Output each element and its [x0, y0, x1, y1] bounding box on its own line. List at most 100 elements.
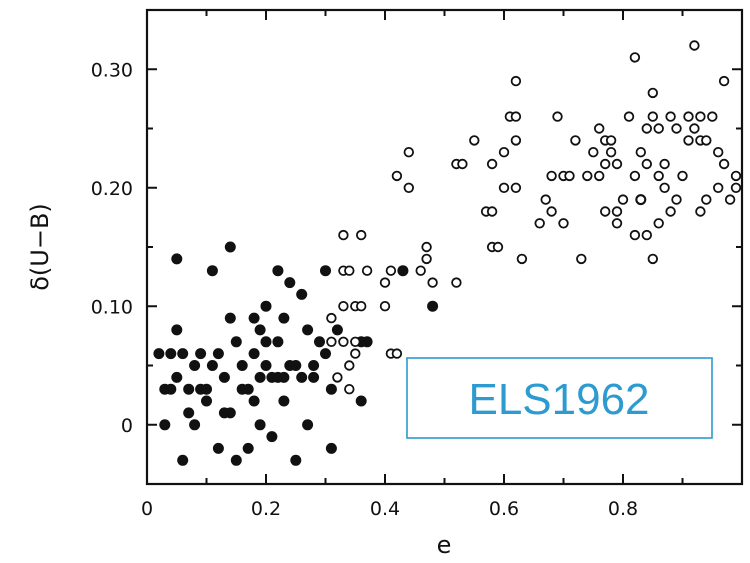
- filled-point: [254, 419, 266, 431]
- open-point: [600, 158, 611, 170]
- filled-point: [302, 324, 314, 336]
- open-point: [469, 135, 480, 146]
- filled-point: [171, 253, 183, 265]
- open-point: [665, 111, 676, 122]
- filled-point: [248, 312, 260, 324]
- open-point: [653, 123, 664, 134]
- axis-ticks: [146, 9, 743, 485]
- filled-point: [212, 348, 224, 360]
- open-point: [356, 301, 367, 312]
- open-point: [350, 348, 361, 359]
- open-point: [647, 111, 659, 122]
- filled-point: [236, 383, 248, 395]
- filled-point: [224, 241, 236, 253]
- filled-point: [218, 371, 230, 383]
- open-point: [611, 218, 623, 229]
- axis-tick-labels: 0 0.2 0.4 0.6 0.8 0 0.10 0.20 0.30: [91, 59, 638, 520]
- filled-point: [325, 383, 337, 395]
- open-point: [730, 182, 742, 194]
- open-point: [356, 229, 367, 241]
- y-tick-label: 0.30: [91, 59, 133, 81]
- filled-point: [195, 383, 207, 395]
- open-point: [564, 170, 575, 182]
- open-point: [558, 218, 569, 229]
- open-point: [385, 265, 397, 276]
- x-tick-label: 0.8: [608, 498, 638, 520]
- annotation-label: ELS1962: [468, 375, 649, 424]
- filled-point: [159, 419, 171, 431]
- open-point: [594, 123, 605, 134]
- filled-point: [201, 395, 212, 407]
- filled-point: [189, 360, 201, 371]
- filled-point: [284, 360, 296, 371]
- filled-point: [248, 395, 260, 407]
- open-point: [451, 277, 462, 288]
- open-point: [582, 170, 593, 182]
- open-point: [701, 194, 712, 205]
- open-point: [611, 158, 623, 170]
- filled-point: [397, 265, 409, 277]
- open-point: [338, 336, 349, 348]
- filled-point: [206, 265, 218, 277]
- open-point: [510, 75, 522, 87]
- open-point: [344, 384, 355, 395]
- open-point: [611, 206, 623, 217]
- open-point: [546, 206, 557, 217]
- open-point: [665, 206, 676, 217]
- filled-point: [218, 407, 230, 419]
- filled-point: [314, 336, 325, 348]
- y-tick-label: 0: [121, 415, 133, 437]
- open-point: [641, 123, 653, 134]
- filled-point: [177, 348, 189, 360]
- open-point: [421, 253, 432, 265]
- filled-point: [177, 454, 189, 466]
- open-point: [718, 75, 730, 87]
- open-point: [629, 229, 641, 241]
- open-point: [671, 194, 682, 205]
- open-point: [576, 253, 587, 265]
- filled-point: [272, 265, 284, 277]
- open-point: [605, 146, 617, 158]
- open-point: [629, 170, 641, 182]
- open-point: [498, 146, 510, 158]
- filled-point: [355, 395, 367, 407]
- open-point: [403, 146, 415, 158]
- filled-point: [260, 336, 272, 348]
- open-point: [647, 87, 659, 99]
- open-point: [534, 218, 545, 229]
- open-point: [677, 170, 688, 182]
- open-point: [707, 111, 718, 122]
- filled-point: [254, 324, 266, 336]
- open-point: [588, 146, 599, 158]
- filled-point: [308, 371, 320, 383]
- filled-point: [296, 371, 308, 383]
- x-tick-label: 0.2: [251, 498, 281, 520]
- open-point: [641, 158, 653, 170]
- filled-point: [206, 360, 218, 371]
- open-point: [641, 229, 653, 241]
- filled-point: [183, 383, 195, 395]
- filled-point: [242, 442, 254, 454]
- filled-point: [224, 312, 236, 324]
- open-point: [510, 111, 522, 122]
- y-axis-title: δ(U−B): [26, 203, 54, 291]
- open-point: [600, 206, 611, 217]
- open-point: [427, 277, 438, 288]
- x-tick-label: 0: [141, 498, 153, 520]
- open-point: [492, 241, 504, 253]
- filled-point: [320, 348, 331, 360]
- open-point: [653, 170, 664, 182]
- open-point: [689, 40, 700, 51]
- open-point: [594, 170, 605, 182]
- open-point: [730, 170, 742, 182]
- open-point: [326, 312, 337, 324]
- open-point: [623, 111, 635, 122]
- open-point: [605, 135, 617, 146]
- filled-point: [278, 312, 290, 324]
- open-point: [647, 253, 659, 265]
- filled-point: [296, 288, 308, 300]
- open-point: [629, 52, 641, 63]
- open-point: [510, 182, 522, 194]
- open-point: [457, 158, 468, 170]
